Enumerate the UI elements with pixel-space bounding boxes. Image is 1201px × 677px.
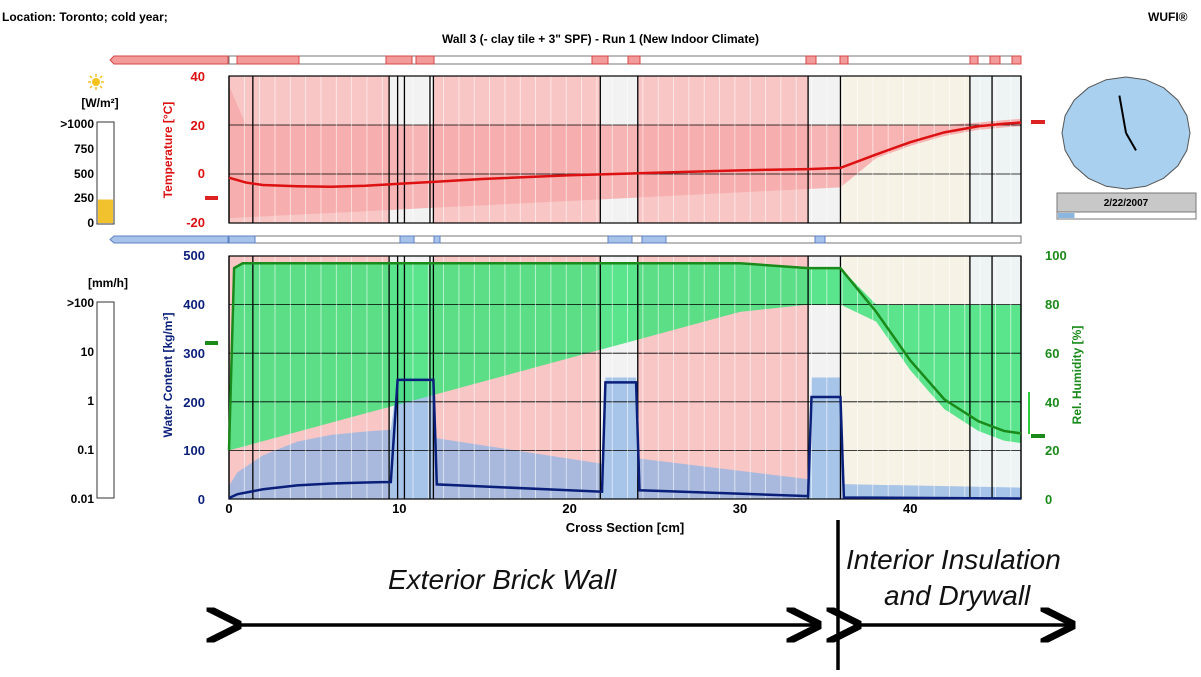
water-tick: 100 [183, 443, 205, 458]
x-axis-label: Cross Section [cm] [566, 520, 684, 535]
water-tick: 0 [198, 492, 205, 507]
interior-section-label-line2: and Drywall [884, 580, 1031, 611]
sun-icon [88, 74, 104, 90]
moisture-chart [227, 255, 1022, 500]
temperature-tick: 0 [198, 166, 205, 181]
radiation-gauge-fill [98, 199, 113, 223]
water-tick: 300 [183, 346, 205, 361]
rh-tick: 40 [1045, 395, 1059, 410]
temperature-tick: 40 [191, 69, 205, 84]
water-content-y-ticks: 500 400 300 200 100 0 [183, 248, 205, 507]
x-tick: 40 [903, 501, 917, 516]
rel-humidity-axis-label: Rel. Humidity [%] [1070, 326, 1084, 425]
run-title: Wall 3 (- clay tile + 3" SPF) - Run 1 (N… [442, 32, 759, 46]
rain-tick: 1 [87, 394, 94, 408]
location-label: Location: Toronto; cold year; [2, 10, 168, 24]
water-tick: 200 [183, 395, 205, 410]
radiation-tick: >1000 [60, 117, 94, 131]
temperature-profile-line [228, 121, 1022, 188]
radiation-tick: 500 [74, 167, 94, 181]
interior-section-label-line1: Interior Insulation [846, 544, 1061, 575]
clock-widget: 2/22/2007 [1056, 76, 1197, 220]
moisture-frame [228, 255, 1022, 500]
rain-unit: [mm/h] [88, 276, 128, 290]
exterior-section-label: Exterior Brick Wall [388, 564, 617, 595]
rel-humidity-y-ticks: 100 80 60 40 20 0 [1045, 248, 1067, 507]
water-content-axis-label: Water Content [kg/m³] [161, 313, 175, 438]
water-tick: 500 [183, 248, 205, 263]
water-tick: 400 [183, 297, 205, 312]
rh-tick: 20 [1045, 443, 1059, 458]
time-progress-fill [1058, 213, 1075, 218]
radiation-gauge-frame [96, 121, 115, 225]
temperature-chart [228, 75, 1022, 224]
rain-tick: >100 [67, 296, 94, 310]
exterior-rh-flag [205, 341, 218, 345]
temperature-range-band [229, 85, 1021, 219]
water-content-line [228, 378, 1022, 500]
temperature-frame [228, 75, 1022, 224]
rain-tick: 10 [81, 345, 95, 359]
clock-minute-hand [1125, 132, 1137, 151]
x-ticks: 0 10 20 30 40 [225, 501, 917, 516]
rh-tick: 100 [1045, 248, 1067, 263]
temperature-tick: -20 [186, 215, 205, 230]
radiation-tick: 750 [74, 142, 94, 156]
x-tick: 30 [733, 501, 747, 516]
date-label: 2/22/2007 [1104, 198, 1149, 209]
temperature-tick: 20 [191, 118, 205, 133]
x-tick: 10 [392, 501, 406, 516]
rh-tick: 0 [1045, 492, 1052, 507]
exterior-temp-flag [205, 196, 218, 200]
brand-label: WUFI® [1148, 10, 1188, 24]
rel-humidity-line [227, 262, 1022, 451]
radiation-gauge: [W/m²] >1000 750 500 250 0 [60, 74, 119, 230]
time-progress-track [1056, 211, 1197, 220]
radiation-unit: [W/m²] [81, 96, 118, 110]
radiation-tick: 250 [74, 191, 94, 205]
clock-hour-hand [1118, 95, 1127, 134]
rain-tick: 0.01 [71, 492, 95, 506]
temperature-y-ticks: 40 20 0 -20 [186, 69, 205, 230]
water-content-range-band [229, 377, 1021, 499]
x-tick: 0 [225, 501, 232, 516]
rh-tick: 80 [1045, 297, 1059, 312]
x-tick: 20 [562, 501, 576, 516]
temperature-flux-strip [109, 55, 1022, 65]
moisture-flux-strip [109, 235, 1022, 244]
interior-temp-flag [1031, 120, 1045, 124]
rain-gauge-frame [96, 301, 115, 499]
rain-tick: 0.1 [77, 443, 94, 457]
radiation-tick: 0 [87, 216, 94, 230]
rain-gauge: [mm/h] >100 10 1 0.1 0.01 [67, 276, 128, 506]
rel-humidity-range-band [229, 263, 1021, 451]
interior-rh-flag [1031, 434, 1045, 438]
temperature-axis-label: Temperature [°C] [161, 102, 175, 199]
rh-tick: 60 [1045, 346, 1059, 361]
